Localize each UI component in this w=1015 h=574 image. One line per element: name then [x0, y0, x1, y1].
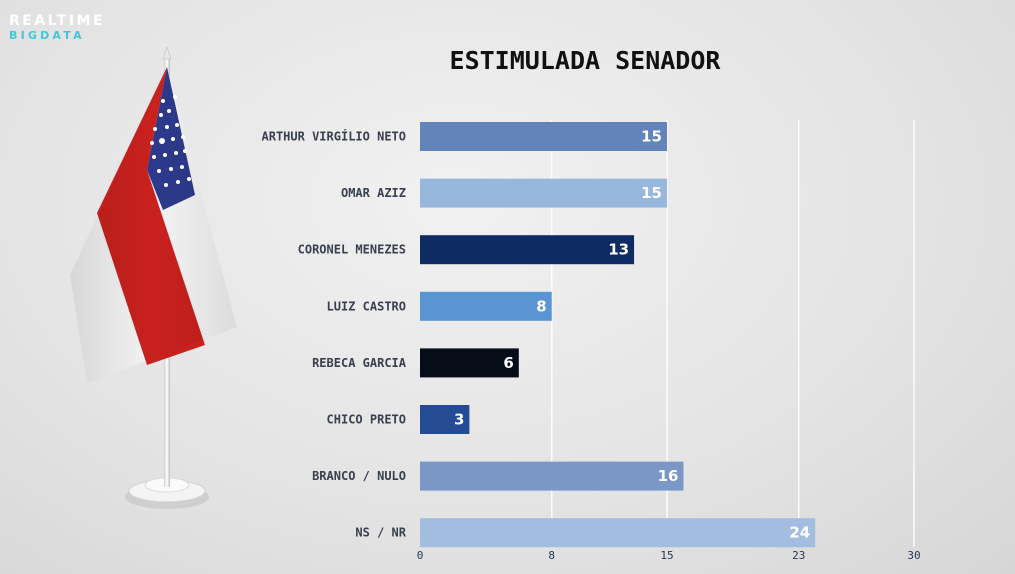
bar [420, 291, 552, 321]
category-label: BRANCO / NULO [312, 469, 406, 483]
bar [420, 518, 816, 548]
bar [420, 405, 470, 434]
data-label: 8 [536, 297, 546, 315]
amazonas-flag-illustration [70, 46, 237, 509]
logo-line-1: REALTIME [9, 13, 106, 29]
bar [420, 235, 635, 265]
bar [420, 122, 667, 151]
bar [420, 461, 684, 491]
x-tick-label: 8 [548, 549, 555, 562]
x-tick-label: 0 [417, 549, 424, 562]
flag-finial [162, 46, 172, 60]
x-tick-label: 30 [907, 549, 920, 562]
bar [420, 178, 667, 208]
data-label: 13 [608, 241, 629, 259]
category-label: NS / NR [355, 526, 406, 540]
data-label: 15 [641, 184, 662, 202]
data-label: 6 [503, 354, 513, 372]
brand-logo: REALTIME BIGDATA [9, 14, 105, 41]
x-tick-label: 23 [792, 549, 805, 562]
logo-line-2: BIGDATA [9, 29, 85, 42]
flag-cloth [70, 67, 237, 383]
category-label: REBECA GARCIA [312, 356, 407, 370]
category-label: ARTHUR VIRGÍLIO NETO [262, 129, 407, 144]
data-label: 15 [641, 128, 662, 146]
category-label: CHICO PRETO [327, 413, 406, 427]
category-label: CORONEL MENEZES [298, 243, 406, 257]
bar [420, 348, 519, 378]
x-tick-label: 15 [660, 549, 673, 562]
data-label: 3 [454, 411, 464, 429]
data-label: 16 [658, 467, 679, 485]
category-label: OMAR AZIZ [341, 186, 406, 200]
data-label: 24 [789, 524, 810, 542]
category-label: LUIZ CASTRO [327, 299, 406, 313]
chart-title: ESTIMULADA SENADOR [449, 46, 721, 75]
